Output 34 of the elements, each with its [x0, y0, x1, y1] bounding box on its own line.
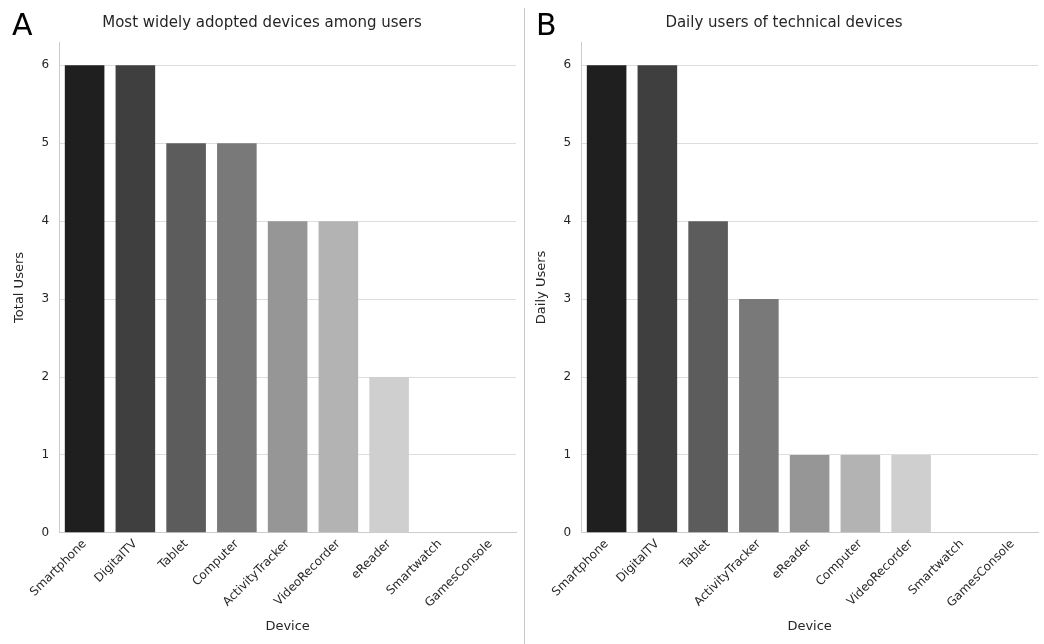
- y-tick-label: 5: [41, 135, 50, 150]
- y-axis-title: Daily Users: [533, 250, 549, 325]
- y-tick-label: 2: [41, 369, 50, 384]
- bar: [64, 65, 105, 533]
- bar: [318, 221, 359, 533]
- bar: [637, 65, 678, 533]
- y-tick-label: 3: [41, 291, 50, 306]
- bar: [840, 454, 881, 533]
- text: B: [536, 6, 557, 42]
- text: A: [12, 6, 33, 42]
- bar: [267, 221, 308, 533]
- bar: [166, 143, 206, 533]
- y-tick-label: 4: [563, 213, 572, 228]
- y-tick-label: 1: [41, 447, 50, 462]
- y-tick-label: 6: [41, 57, 50, 72]
- bar: [688, 221, 728, 533]
- y-tick-label: 0: [41, 524, 50, 539]
- y-tick-label: 5: [563, 135, 572, 150]
- bar: [586, 65, 627, 533]
- bar: [217, 143, 257, 533]
- y-tick-label: 4: [41, 213, 50, 228]
- y-axis-title: Total Users: [11, 251, 27, 324]
- x-axis-title: Device: [265, 617, 310, 633]
- y-tick-label: 1: [563, 447, 572, 462]
- bar: [739, 299, 779, 533]
- chart-title: Most widely adopted devices among users: [102, 12, 422, 31]
- bar: [115, 65, 156, 533]
- y-tick-label: 6: [563, 57, 572, 72]
- bar: [789, 454, 830, 533]
- y-tick-label: 0: [563, 524, 572, 539]
- x-axis-title: Device: [787, 617, 832, 633]
- chart-title: Daily users of technical devices: [665, 12, 903, 31]
- y-tick-label: 3: [563, 291, 572, 306]
- y-tick-label: 2: [563, 369, 572, 384]
